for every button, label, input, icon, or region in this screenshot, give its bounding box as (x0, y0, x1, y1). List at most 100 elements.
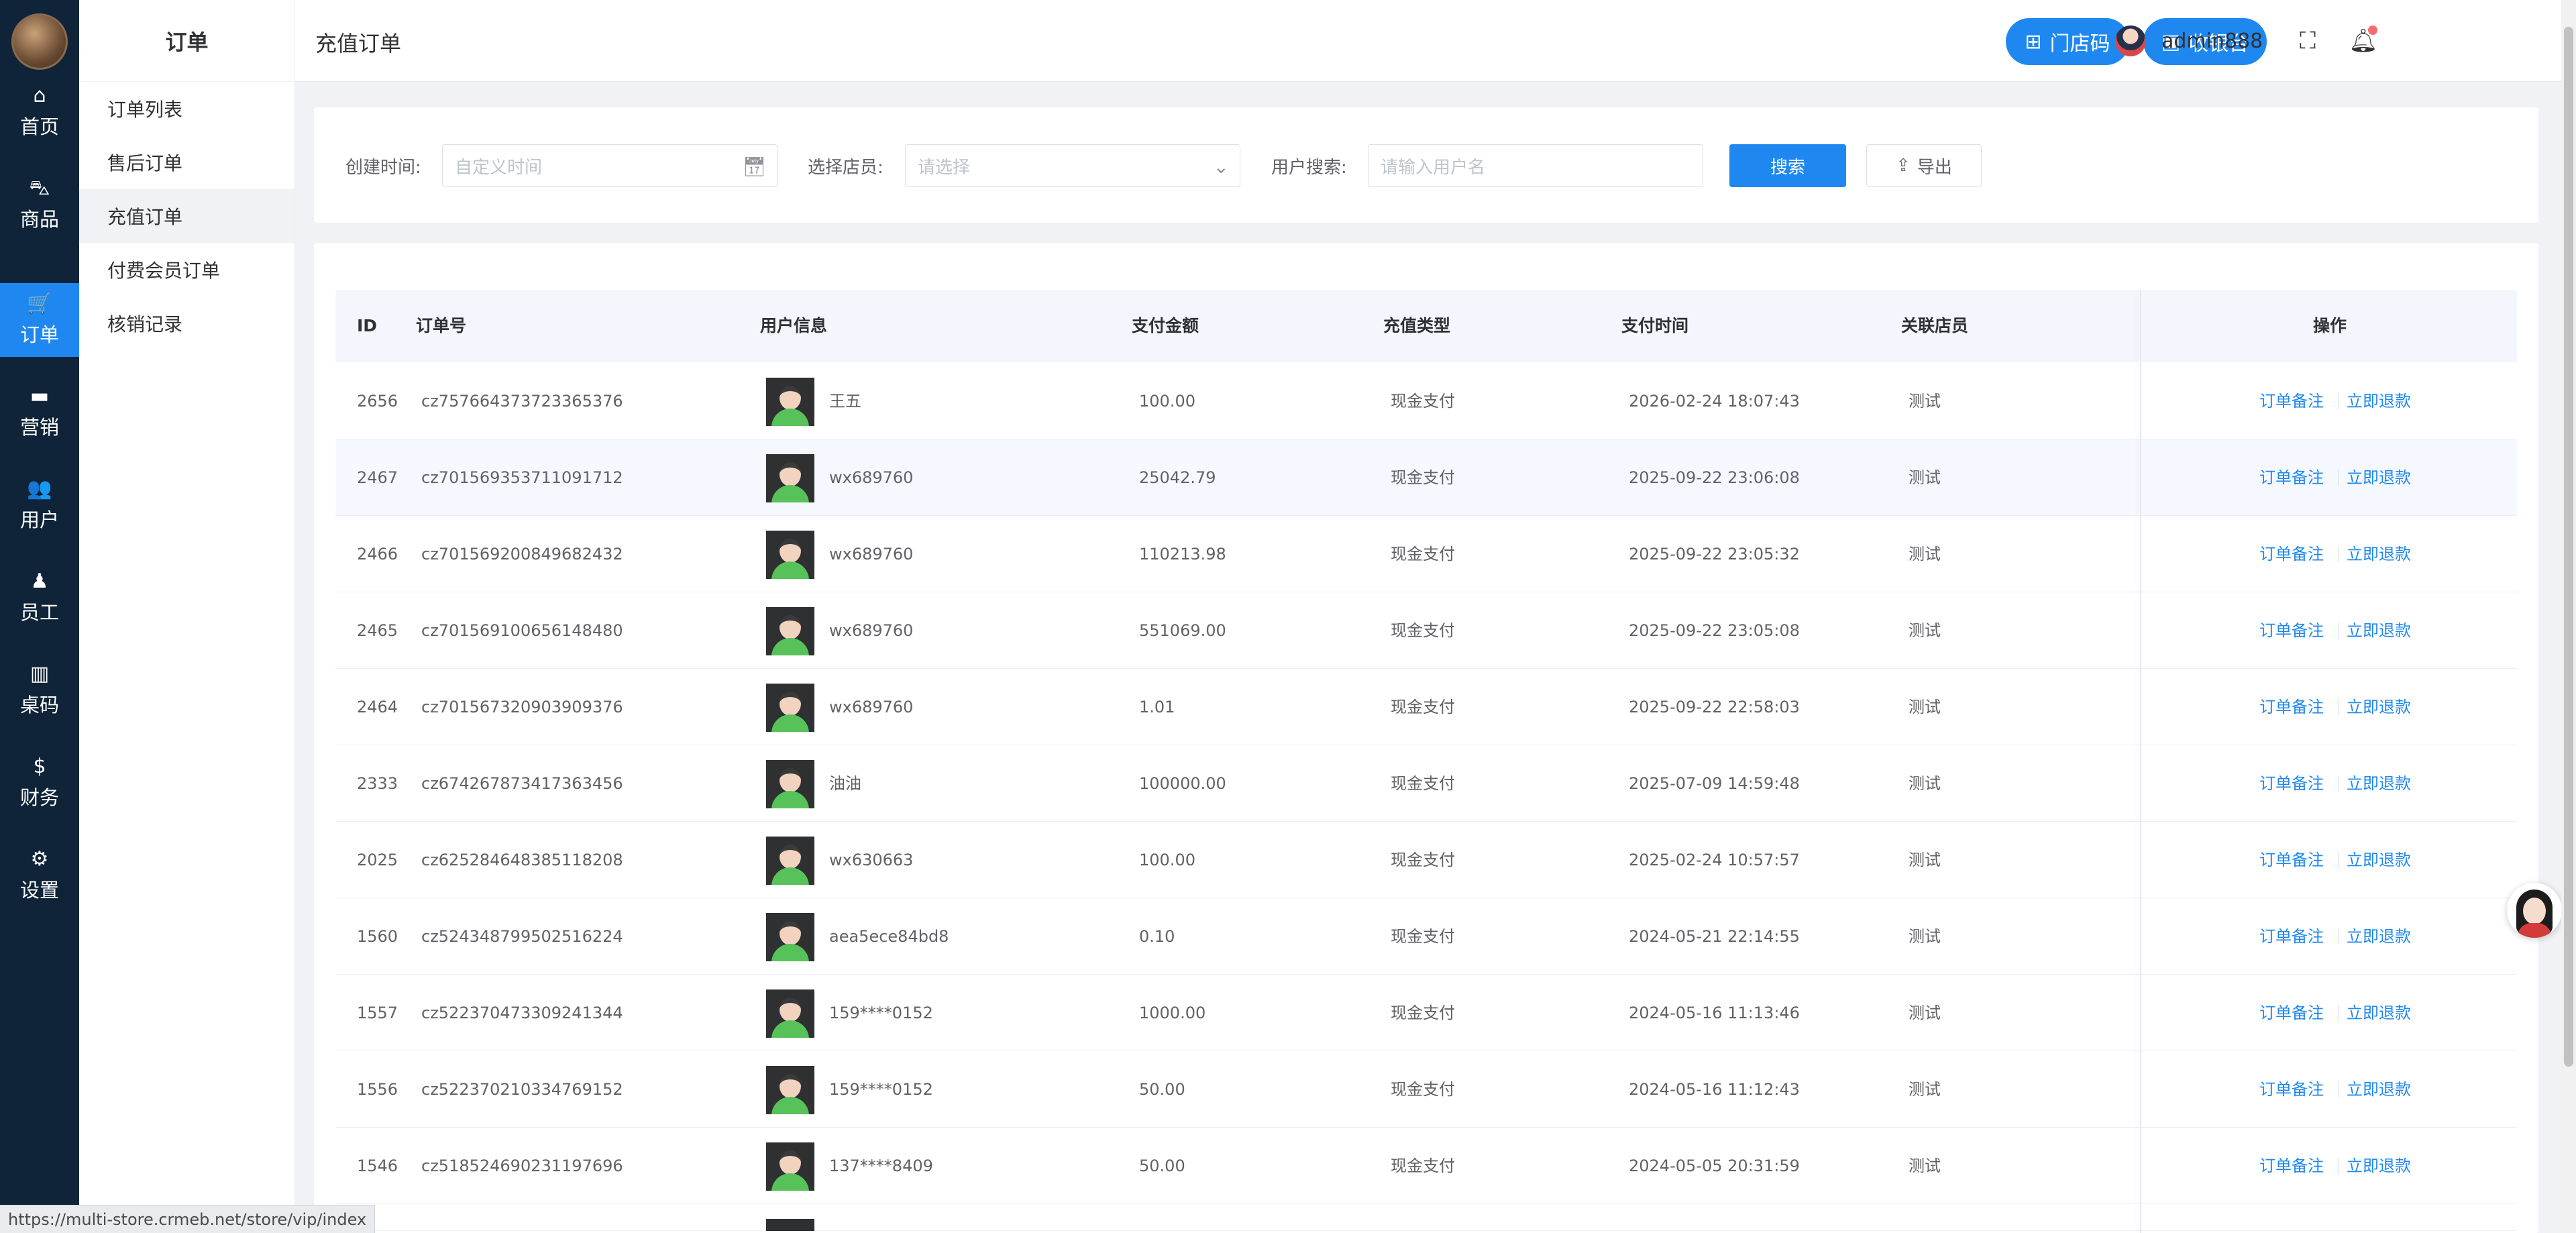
cell-staff: 测试 (1909, 851, 1941, 869)
cell-recharge-type: 现金支付 (1391, 1080, 1455, 1099)
basket-icon: ⛍ (29, 176, 50, 200)
order-remark-link[interactable]: 订单备注 (2259, 698, 2324, 716)
export-button[interactable]: ⇪ 导出 (1866, 144, 1982, 187)
store-logo[interactable] (11, 13, 68, 70)
avatar-body (771, 791, 809, 808)
cell-id: 2464 (357, 698, 398, 716)
sub-menu-item-verification-records[interactable]: 核销记录 (107, 313, 183, 335)
action-divider (2338, 1005, 2339, 1021)
staff-select[interactable]: 请选择 ⌄ (905, 144, 1240, 187)
bell-icon[interactable]: 🔔︎ (2348, 25, 2379, 56)
table-row: 1546 cz518524690231197696 137****8409 50.00… (335, 1128, 2517, 1204)
user-avatar-image (766, 684, 814, 732)
person-icon: ♟ (30, 570, 49, 593)
cell-order-no: cz701569353711091712 (421, 468, 623, 487)
order-remark-link[interactable]: 订单备注 (2259, 927, 2324, 946)
refund-link[interactable]: 立即退款 (2347, 774, 2411, 793)
cell-order-no: cz701569100656148480 (421, 621, 623, 640)
refund-link[interactable]: 立即退款 (2347, 392, 2411, 411)
refund-link[interactable]: 立即退款 (2347, 698, 2411, 716)
nav-item-users[interactable]: 👥 用户 (0, 468, 79, 542)
cell-amount: 50.00 (1139, 1157, 1185, 1175)
avatar-face (780, 998, 801, 1022)
order-remark-link[interactable]: 订单备注 (2259, 1080, 2324, 1099)
user-avatar[interactable] (2115, 25, 2146, 56)
order-remark-link[interactable]: 订单备注 (2259, 468, 2324, 487)
refund-link[interactable]: 立即退款 (2347, 927, 2411, 946)
user-avatar-image (766, 454, 814, 502)
nav-item-finance[interactable]: $ 财务 (0, 746, 79, 820)
cell-id: 1546 (357, 1157, 398, 1175)
refund-link[interactable]: 立即退款 (2347, 1080, 2411, 1099)
cell-order-no: cz522370473309241344 (421, 1004, 623, 1022)
cell-user-name: aea5ece84bd8 (829, 927, 949, 946)
nav-item-marketing[interactable]: ▬ 营销 (0, 376, 79, 449)
cell-order-no: cz757664373723365376 (421, 392, 623, 411)
nav-item-staff[interactable]: ♟ 员工 (0, 561, 79, 635)
customer-service-avatar[interactable] (2507, 883, 2562, 938)
order-remark-link[interactable]: 订单备注 (2259, 392, 2324, 411)
cell-id: 2465 (357, 621, 398, 640)
cell-pay-time: 2024-05-21 22:14:55 (1629, 927, 1800, 946)
created-time-picker[interactable]: 自定义时间 📅︎ (442, 144, 777, 187)
monitor-icon: ▣ (2161, 30, 2181, 54)
order-remark-link[interactable]: 订单备注 (2259, 1157, 2324, 1175)
calendar-icon: 📅︎ (742, 156, 766, 178)
refund-link[interactable]: 立即退款 (2347, 1157, 2411, 1175)
cell-amount: 1000.00 (1139, 1004, 1206, 1022)
cart-icon: 🛒 (27, 292, 52, 315)
avatar-body (771, 1020, 809, 1038)
cell-user-name: 159****0152 (829, 1080, 933, 1099)
search-button[interactable]: 搜索 (1729, 144, 1846, 187)
nav-label: 财务 (19, 786, 59, 809)
nav-label: 商品 (19, 208, 59, 231)
cashier-button[interactable]: ▣ 收银台 (2143, 18, 2267, 65)
avatar-body (771, 638, 809, 655)
cell-user-name: wx689760 (829, 468, 914, 487)
wallet-icon: ▬ (30, 384, 50, 408)
cell-order-no: cz518524690231197696 (421, 1157, 623, 1175)
nav-item-products[interactable]: ⛍ 商品 (0, 168, 79, 242)
order-remark-link[interactable]: 订单备注 (2259, 621, 2324, 640)
username[interactable]: admin888 (2161, 30, 2263, 53)
order-remark-link[interactable]: 订单备注 (2259, 545, 2324, 564)
cell-pay-time: 2025-09-22 23:05:32 (1629, 545, 1800, 564)
refund-link[interactable]: 立即退款 (2347, 545, 2411, 564)
nav-item-table-code[interactable]: ▥ 桌码 (0, 653, 79, 727)
order-remark-link[interactable]: 订单备注 (2259, 1004, 2324, 1022)
cell-order-no: cz701569200849682432 (421, 545, 623, 564)
refund-link[interactable]: 立即退款 (2347, 621, 2411, 640)
nav-item-home[interactable]: ⌂ 首页 (0, 75, 79, 149)
sub-menu-item-paid-member-orders[interactable]: 付费会员订单 (107, 260, 221, 282)
table-row: 1557 cz522370473309241344 159****0152 1000.… (335, 975, 2517, 1051)
sub-menu-item-recharge-orders[interactable]: 充值订单 (79, 189, 294, 243)
avatar-face (2523, 898, 2546, 924)
sub-menu: 订单 订单列表 售后订单 充值订单 付费会员订单 核销记录 (79, 0, 295, 1233)
cell-id: 2466 (357, 545, 398, 564)
cell-staff: 测试 (1909, 1080, 1941, 1099)
avatar-shirt (2518, 923, 2551, 938)
store-code-button[interactable]: ⊞ 门店码 (2006, 18, 2129, 65)
cell-pay-time: 2024-05-16 11:12:43 (1629, 1080, 1800, 1099)
order-remark-link[interactable]: 订单备注 (2259, 851, 2324, 869)
refund-link[interactable]: 立即退款 (2347, 468, 2411, 487)
sub-menu-item-order-list[interactable]: 订单列表 (107, 99, 183, 121)
export-label: 导出 (1917, 157, 1952, 178)
nav-item-orders[interactable]: 🛒 订单 (0, 283, 79, 357)
refund-link[interactable]: 立即退款 (2347, 1004, 2411, 1022)
cell-recharge-type: 现金支付 (1391, 1004, 1455, 1022)
created-time-label: 创建时间: (345, 158, 421, 178)
nav-label: 员工 (19, 601, 59, 624)
user-search-input[interactable]: 请输入用户名 (1368, 144, 1703, 187)
table-row: 2464 cz701567320903909376 wx689760 1.01 现金支付… (335, 669, 2517, 745)
user-avatar-image (766, 1066, 814, 1114)
scrollbar-thumb[interactable] (2564, 27, 2573, 1067)
fullscreen-icon[interactable]: ⛶ (2300, 28, 2316, 54)
refund-link[interactable]: 立即退款 (2347, 851, 2411, 869)
nav-item-settings[interactable]: ⚙ 设置 (0, 839, 79, 912)
action-divider (2338, 1158, 2339, 1174)
cell-user-name: 王五 (829, 392, 861, 411)
sub-menu-item-after-sales[interactable]: 售后订单 (107, 152, 183, 174)
order-remark-link[interactable]: 订单备注 (2259, 774, 2324, 793)
cell-order-no: cz524348799502516224 (421, 927, 623, 946)
